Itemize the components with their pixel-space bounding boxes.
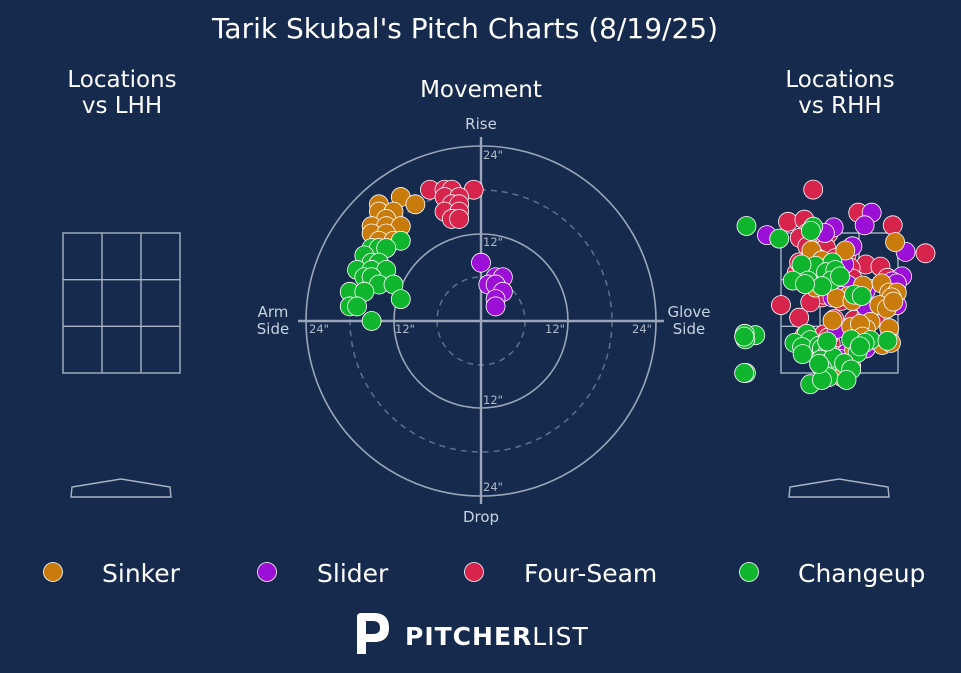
rhh-point-changeup: [809, 353, 829, 374]
arm-side-line-2: Side: [257, 320, 289, 338]
rhh-point-changeup: [734, 326, 755, 347]
rhh-point-four-seam: [789, 307, 810, 328]
rhh-point-changeup: [812, 276, 832, 297]
rhh-location-points: [734, 179, 936, 395]
legend-label-sinker: Sinker: [102, 559, 181, 588]
rhh-point-changeup: [851, 286, 872, 306]
rhh-point-changeup: [836, 370, 857, 390]
rhh-point-changeup: [850, 336, 870, 357]
ring-label-right-12: 12": [545, 322, 565, 336]
movement-point-four-seam: [449, 209, 470, 229]
axis-label-glove-side: Glove Side: [667, 303, 710, 338]
rhh-title-line-1: Locations: [785, 67, 894, 93]
legend-label-four-seam: Four-Seam: [524, 559, 657, 588]
legend-marker-four-seam: [464, 562, 484, 582]
movement-panel-title: Movement: [420, 77, 542, 103]
legend-label-changeup: Changeup: [798, 559, 925, 588]
rhh-point-slider: [854, 215, 875, 236]
rhh-point-changeup: [769, 228, 790, 249]
rhh-point-four-seam: [915, 243, 936, 264]
pitcherlist-logo-mark: [357, 613, 389, 654]
movement-point-slider: [471, 252, 491, 273]
pitcherlist-logo: PITCHERLIST: [357, 613, 589, 654]
lhh-zone-border: [62, 232, 181, 374]
rhh-point-changeup: [830, 266, 850, 287]
ring-label-left-24: 24": [309, 322, 329, 336]
ring-label-top-12: 12": [483, 235, 503, 249]
rhh-point-four-seam: [803, 179, 824, 200]
axis-label-drop: Drop: [463, 508, 499, 526]
arm-side-line-1: Arm: [258, 303, 289, 321]
movement-points: [339, 179, 513, 331]
rhh-point-sinker: [822, 310, 843, 331]
brand-light-text: LIST: [532, 622, 588, 651]
rhh-home-plate: [788, 478, 890, 498]
ring-label-bottom-24: 24": [483, 480, 503, 494]
movement-point-sinker: [405, 194, 426, 215]
brand-bold-text: PITCHER: [405, 622, 532, 651]
movement-point-changeup: [390, 289, 411, 310]
ring-label-left-12: 12": [395, 322, 415, 336]
rhh-point-changeup: [877, 330, 898, 351]
rhh-point-four-seam: [882, 215, 903, 236]
rhh-point-sinker: [835, 240, 856, 261]
glove-side-line-2: Side: [673, 320, 705, 338]
movement-point-slider: [485, 296, 506, 317]
ring-label-right-24: 24": [632, 322, 652, 336]
lhh-strike-zone: [62, 232, 181, 374]
rhh-point-sinker: [883, 291, 904, 312]
brand-wordmark: PITCHERLIST: [405, 622, 589, 651]
ring-label-top-24: 24": [483, 148, 503, 162]
legend: Sinker Slider Four-Seam Changeup: [43, 559, 925, 588]
axis-label-rise: Rise: [465, 115, 497, 133]
rhh-point-sinker: [885, 232, 905, 253]
glove-side-line-1: Glove: [667, 303, 710, 321]
rhh-title-line-2: vs RHH: [798, 93, 881, 119]
legend-label-slider: Slider: [317, 559, 389, 588]
lhh-panel-title: Locations vs LHH: [67, 67, 176, 119]
rhh-panel-title: Locations vs RHH: [785, 67, 894, 119]
rhh-point-changeup: [792, 344, 813, 365]
legend-marker-sinker: [43, 562, 63, 582]
legend-marker-changeup: [739, 562, 759, 582]
movement-plot: 24" 12" 12" 24" 24" 12" 12" 24" Rise Dro…: [257, 115, 711, 526]
chart-title: Tarik Skubal's Pitch Charts (8/19/25): [211, 12, 718, 45]
lhh-home-plate: [70, 478, 172, 498]
rhh-point-changeup: [800, 220, 821, 241]
lhh-title-line-1: Locations: [67, 67, 176, 93]
movement-point-changeup: [361, 311, 382, 331]
ring-label-bottom-12: 12": [483, 393, 503, 407]
rhh-point-changeup: [736, 216, 757, 236]
lhh-title-line-2: vs LHH: [82, 93, 162, 119]
movement-point-changeup: [347, 296, 367, 317]
rhh-point-changeup: [817, 331, 838, 352]
rhh-point-four-seam: [771, 295, 791, 316]
rhh-point-changeup: [734, 363, 755, 383]
rhh-point-four-seam: [778, 211, 798, 232]
legend-marker-slider: [257, 562, 277, 582]
rhh-point-changeup: [795, 274, 815, 295]
axis-label-arm-side: Arm Side: [257, 303, 289, 338]
